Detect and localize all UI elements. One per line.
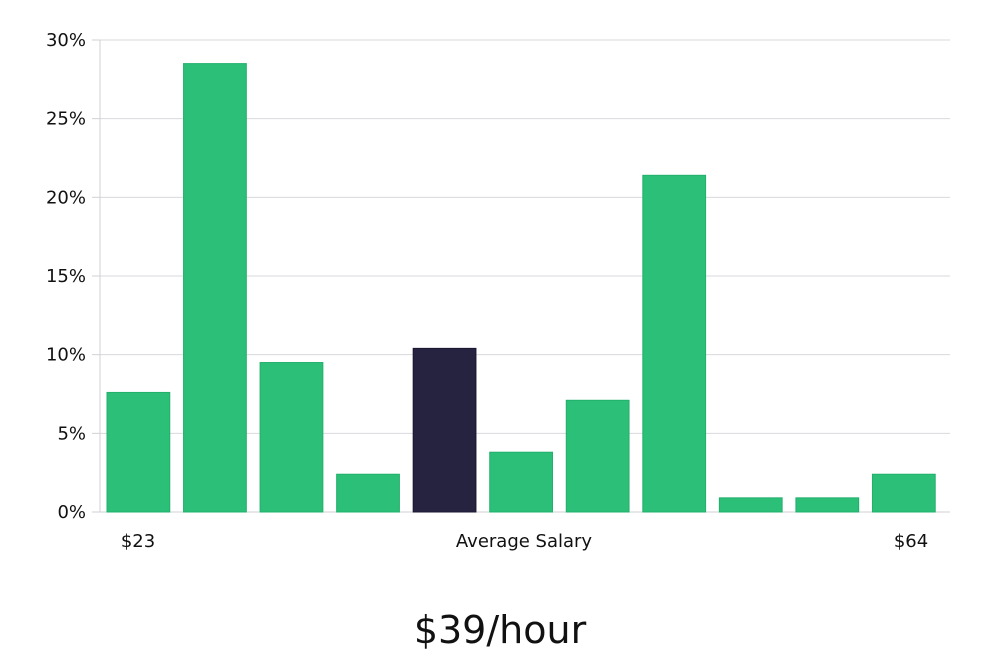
y-tick-label: 30%: [46, 30, 86, 51]
x-label-max: $64: [894, 531, 928, 552]
salary-histogram-chart: 0% 5% 10% 15% 20% 25% 30% $23 Average Salary $…: [46, 30, 950, 552]
bar: [489, 451, 554, 513]
bar: [565, 399, 630, 513]
y-tick-label: 15%: [46, 266, 86, 287]
y-tick-label: 10%: [46, 345, 86, 366]
bars: [106, 63, 936, 513]
x-label-average-salary: Average Salary: [456, 531, 593, 552]
y-tick-label: 5%: [57, 423, 86, 444]
bar: [259, 362, 324, 513]
y-tick-label: 0%: [57, 502, 86, 523]
bar: [718, 497, 783, 513]
bar: [642, 174, 707, 513]
bar: [795, 497, 860, 513]
bar: [871, 473, 936, 513]
bar: [106, 391, 171, 513]
x-label-min: $23: [121, 531, 155, 552]
bar: [336, 473, 400, 513]
y-tick-labels: 0% 5% 10% 15% 20% 25% 30%: [46, 30, 86, 523]
bar-average-salary: [412, 347, 477, 513]
bar: [183, 63, 247, 513]
y-tick-label: 20%: [46, 187, 86, 208]
y-tick-label: 25%: [46, 109, 86, 130]
average-salary-value: $39/hour: [413, 608, 587, 652]
